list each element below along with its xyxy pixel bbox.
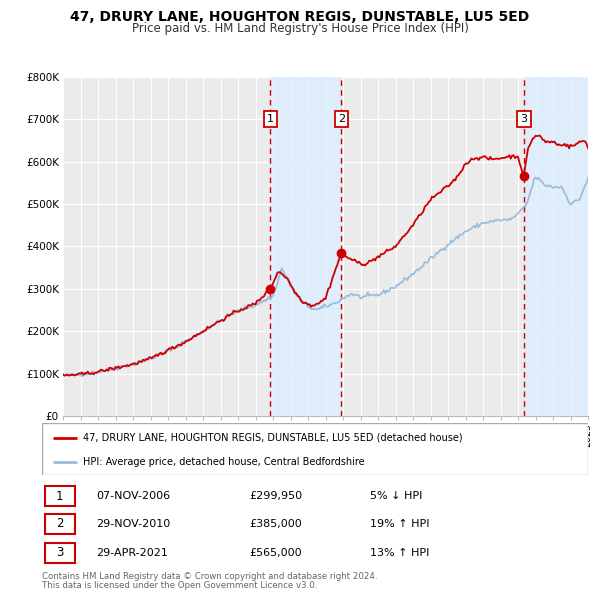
Bar: [524, 77, 588, 416]
Text: 1: 1: [267, 114, 274, 124]
Bar: [45, 543, 75, 563]
Text: 5% ↓ HPI: 5% ↓ HPI: [370, 491, 422, 501]
Text: 1: 1: [56, 490, 64, 503]
Text: 3: 3: [56, 546, 64, 559]
Text: 2: 2: [56, 517, 64, 530]
Bar: [45, 486, 75, 506]
Text: 19% ↑ HPI: 19% ↑ HPI: [370, 519, 429, 529]
Text: 47, DRURY LANE, HOUGHTON REGIS, DUNSTABLE, LU5 5ED: 47, DRURY LANE, HOUGHTON REGIS, DUNSTABL…: [70, 10, 530, 24]
Text: 13% ↑ HPI: 13% ↑ HPI: [370, 548, 429, 558]
Text: 2: 2: [338, 114, 345, 124]
Text: £565,000: £565,000: [250, 548, 302, 558]
Text: £299,950: £299,950: [250, 491, 302, 501]
Text: 29-NOV-2010: 29-NOV-2010: [97, 519, 171, 529]
Text: This data is licensed under the Open Government Licence v3.0.: This data is licensed under the Open Gov…: [42, 581, 317, 589]
Text: Price paid vs. HM Land Registry's House Price Index (HPI): Price paid vs. HM Land Registry's House …: [131, 22, 469, 35]
Text: 29-APR-2021: 29-APR-2021: [97, 548, 169, 558]
Bar: [271, 77, 341, 416]
Text: £385,000: £385,000: [250, 519, 302, 529]
Text: 47, DRURY LANE, HOUGHTON REGIS, DUNSTABLE, LU5 5ED (detached house): 47, DRURY LANE, HOUGHTON REGIS, DUNSTABL…: [83, 432, 463, 442]
Text: 07-NOV-2006: 07-NOV-2006: [97, 491, 171, 501]
Text: HPI: Average price, detached house, Central Bedfordshire: HPI: Average price, detached house, Cent…: [83, 457, 365, 467]
Text: Contains HM Land Registry data © Crown copyright and database right 2024.: Contains HM Land Registry data © Crown c…: [42, 572, 377, 581]
Bar: [45, 513, 75, 534]
Text: 3: 3: [520, 114, 527, 124]
